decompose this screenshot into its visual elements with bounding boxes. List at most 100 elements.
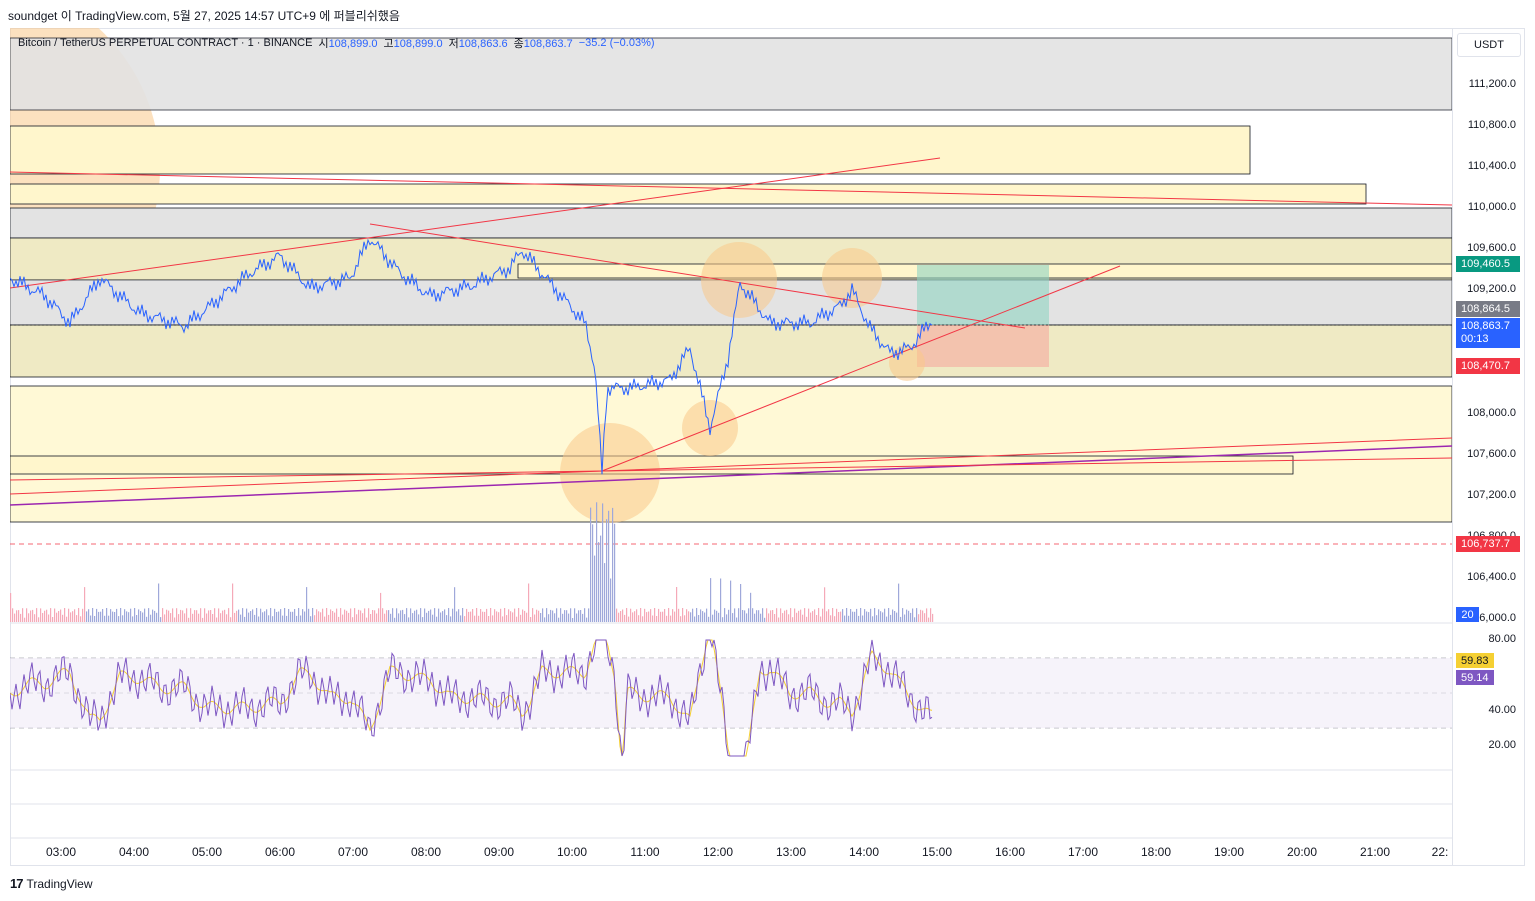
volume-bar — [892, 609, 894, 622]
symbol-legend[interactable]: Bitcoin / TetherUS PERPETUAL CONTRACT · … — [18, 35, 655, 51]
volume-bar — [284, 608, 286, 622]
volume-bar — [490, 608, 492, 622]
volume-bar — [930, 608, 932, 622]
zone-yellow-2[interactable] — [10, 183, 1367, 205]
volume-bar — [370, 614, 372, 622]
volume-bar — [432, 614, 434, 622]
volume-bar — [32, 609, 34, 622]
volume-bar — [582, 613, 584, 622]
volume-bar — [616, 608, 618, 622]
trend-line[interactable] — [369, 223, 1026, 329]
trend-line[interactable] — [10, 457, 1452, 481]
volume-bar — [706, 608, 708, 622]
rsi-tick: 20.00 — [1488, 739, 1516, 751]
volume-bar — [522, 609, 524, 622]
volume-bar — [232, 583, 234, 622]
volume-bar — [142, 612, 144, 622]
volume-bar — [162, 608, 164, 622]
volume-bar — [578, 610, 580, 622]
volume-bar — [14, 613, 16, 622]
volume-bar — [760, 613, 762, 622]
volume-bar — [330, 609, 332, 622]
trend-line[interactable] — [10, 437, 1452, 495]
volume-bar — [198, 613, 200, 622]
volume-bar — [24, 617, 26, 622]
volume-bar — [528, 583, 530, 622]
price-chart-canvas[interactable] — [10, 28, 1452, 866]
volume-bar — [864, 609, 866, 622]
volume-bar — [192, 613, 194, 622]
volume-bar — [600, 535, 602, 622]
rsi-ma-value: 59.83 — [1456, 653, 1494, 668]
rsi-tick: 80.00 — [1488, 633, 1516, 645]
volume-bar — [320, 612, 322, 622]
volume-bar — [548, 614, 550, 622]
volume-bar — [596, 502, 598, 622]
volume-bar — [170, 613, 172, 622]
volume-bar — [626, 608, 628, 622]
volume-bar — [74, 609, 76, 622]
volume-bar — [874, 608, 876, 622]
zone-yellow-6[interactable] — [10, 385, 1452, 523]
volume-bar — [876, 615, 878, 622]
symbol-title[interactable]: Bitcoin / TetherUS PERPETUAL CONTRACT · … — [18, 37, 313, 49]
price-axis[interactable]: 111,200.0 110,800.0 110,400.0 110,000.0 … — [1452, 28, 1526, 866]
position-loss-zone[interactable] — [917, 325, 1049, 367]
chart-area[interactable] — [10, 28, 1452, 866]
time-tick: 05:00 — [191, 845, 223, 859]
zone-gray-top[interactable] — [10, 37, 1452, 111]
volume-bar — [158, 583, 160, 622]
zone-yellow-5[interactable] — [10, 324, 1452, 378]
volume-bar — [312, 608, 314, 622]
volume-bar — [294, 609, 296, 622]
publish-header: soundget 이 TradingView.com, 5월 27, 2025 … — [8, 9, 400, 23]
currency-selector[interactable]: USDT — [1457, 33, 1521, 57]
volume-bar — [502, 616, 504, 622]
volume-bar — [444, 609, 446, 622]
trend-line[interactable] — [10, 171, 1452, 206]
volume-bar — [712, 614, 714, 622]
trend-line[interactable] — [601, 265, 1121, 472]
price-tick: 110,400.0 — [1467, 160, 1516, 172]
time-tick: 07:00 — [337, 845, 369, 859]
volume-bar — [130, 608, 132, 622]
volume-bar — [76, 615, 78, 622]
open-label: 시 — [318, 38, 329, 50]
trend-line[interactable] — [10, 445, 1452, 506]
price-tick: 110,800.0 — [1467, 119, 1516, 131]
volume-bar — [898, 583, 900, 622]
volume-bar — [194, 610, 196, 622]
volume-bar — [114, 612, 116, 622]
volume-bar — [358, 609, 360, 622]
brand-logo[interactable]: 17 TradingView — [10, 876, 93, 891]
volume-bar — [890, 614, 892, 622]
volume-bar — [166, 609, 168, 622]
volume-bar — [560, 608, 562, 622]
volume-bar — [822, 608, 824, 622]
volume-bar — [318, 611, 320, 622]
volume-bar — [902, 608, 904, 622]
trend-line[interactable] — [10, 157, 941, 289]
volume-bar — [364, 608, 366, 622]
volume-bar — [260, 608, 262, 622]
price-series — [10, 238, 933, 475]
volume-bar — [550, 609, 552, 622]
volume-bar — [620, 611, 622, 622]
volume-bar — [236, 610, 238, 622]
volume-bar — [786, 609, 788, 622]
volume-bar — [652, 615, 654, 622]
volume-bar — [136, 615, 138, 622]
position-profit-zone[interactable] — [917, 265, 1049, 325]
volume-bar — [592, 524, 594, 622]
time-tick: 10:00 — [556, 845, 588, 859]
zone-yellow-1[interactable] — [10, 125, 1251, 175]
volume-bar — [400, 610, 402, 622]
volume-bar — [782, 613, 784, 622]
volume-bar — [480, 609, 482, 622]
volume-bar — [246, 608, 248, 622]
volume-bar — [10, 593, 12, 622]
price-tick: 106,400.0 — [1467, 571, 1516, 583]
zone-gray-2[interactable] — [10, 207, 1452, 239]
volume-bar — [298, 608, 300, 622]
volume-bar — [740, 584, 742, 622]
